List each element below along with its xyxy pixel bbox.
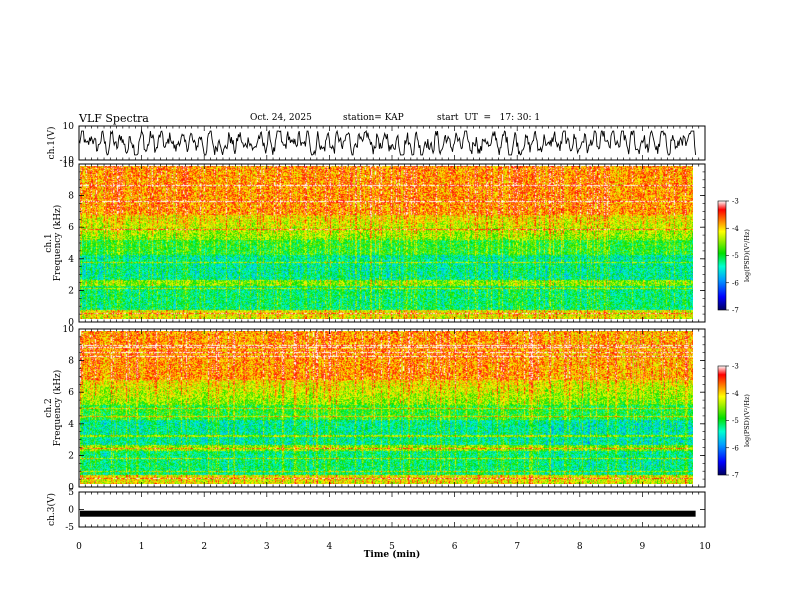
ch1-spectrogram-image: [80, 166, 693, 319]
figure-start-time: start UT = 17: 30: 1: [437, 113, 541, 123]
figure-station: station= KAP: [343, 113, 404, 123]
figure-date: Oct. 24, 2025: [250, 113, 312, 123]
figure-title: VLF Spectra: [79, 112, 149, 125]
ch2-spectrogram-image: [80, 331, 693, 484]
